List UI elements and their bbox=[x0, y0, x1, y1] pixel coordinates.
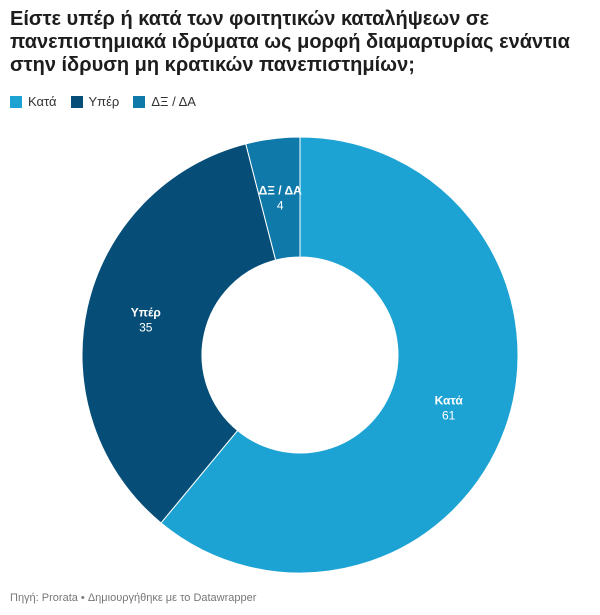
legend-label: Κατά bbox=[28, 94, 57, 109]
legend-label: ΔΞ / ΔΑ bbox=[151, 94, 196, 109]
slice-value: 35 bbox=[139, 321, 153, 335]
slice bbox=[81, 143, 277, 524]
slice-label: ΔΞ / ΔΑ bbox=[259, 183, 303, 197]
legend-swatch bbox=[10, 95, 22, 108]
legend: Κατά Υπέρ ΔΞ / ΔΑ bbox=[10, 94, 196, 109]
legend-item: Κατά bbox=[10, 94, 57, 109]
slice-value: 61 bbox=[442, 409, 456, 423]
legend-item: Υπέρ bbox=[70, 94, 120, 109]
slice-value: 4 bbox=[277, 198, 284, 212]
legend-swatch bbox=[133, 95, 146, 108]
legend-item: ΔΞ / ΔΑ bbox=[133, 94, 196, 109]
slice bbox=[160, 136, 519, 574]
chart-title: Είστε υπέρ ή κατά των φοιτητικών καταλήψ… bbox=[10, 8, 570, 76]
slice bbox=[245, 136, 301, 261]
slice-label: Υπέρ bbox=[131, 306, 161, 320]
footer: Πηγή: Prorata • Δημιουργήθηκε με το Data… bbox=[10, 592, 257, 604]
slice-label: Κατά bbox=[435, 394, 464, 408]
legend-label: Υπέρ bbox=[88, 94, 120, 109]
legend-swatch bbox=[70, 95, 83, 108]
